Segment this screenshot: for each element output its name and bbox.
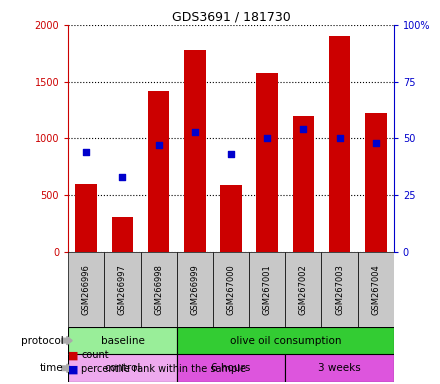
- Text: percentile rank within the sample: percentile rank within the sample: [81, 364, 246, 374]
- Title: GDS3691 / 181730: GDS3691 / 181730: [172, 11, 290, 24]
- Text: control: control: [104, 363, 141, 373]
- Text: GSM267004: GSM267004: [371, 264, 380, 315]
- Bar: [68, 354, 177, 382]
- Text: GSM267003: GSM267003: [335, 264, 344, 315]
- Bar: [329, 36, 350, 252]
- Text: ■: ■: [68, 364, 79, 374]
- Text: 6 hours: 6 hours: [211, 363, 251, 373]
- Point: [372, 140, 379, 146]
- Bar: [177, 252, 213, 327]
- Text: time: time: [40, 363, 64, 373]
- Text: GSM267000: GSM267000: [227, 264, 235, 315]
- Text: GSM266998: GSM266998: [154, 264, 163, 315]
- Bar: [68, 327, 177, 354]
- Bar: [249, 252, 285, 327]
- Bar: [257, 73, 278, 252]
- Bar: [293, 116, 314, 252]
- Bar: [177, 354, 285, 382]
- Text: 3 weeks: 3 weeks: [318, 363, 361, 373]
- Point: [264, 136, 271, 142]
- Bar: [148, 91, 169, 252]
- Bar: [140, 252, 177, 327]
- Bar: [213, 252, 249, 327]
- Text: count: count: [81, 350, 109, 360]
- Text: GSM266999: GSM266999: [191, 264, 199, 315]
- Bar: [322, 252, 358, 327]
- Bar: [285, 252, 322, 327]
- Bar: [220, 185, 242, 252]
- Point: [119, 174, 126, 180]
- Bar: [177, 327, 394, 354]
- Bar: [104, 252, 140, 327]
- Point: [300, 126, 307, 132]
- Bar: [365, 113, 387, 252]
- Point: [83, 149, 90, 155]
- Bar: [75, 184, 97, 252]
- Point: [227, 151, 235, 157]
- Text: baseline: baseline: [100, 336, 144, 346]
- Text: GSM266997: GSM266997: [118, 264, 127, 315]
- Point: [191, 129, 198, 135]
- Text: GSM267002: GSM267002: [299, 264, 308, 315]
- Text: olive oil consumption: olive oil consumption: [230, 336, 341, 346]
- Text: GSM267001: GSM267001: [263, 264, 271, 315]
- Text: protocol: protocol: [21, 336, 64, 346]
- Point: [336, 136, 343, 142]
- Text: GSM266996: GSM266996: [82, 264, 91, 315]
- Bar: [184, 50, 205, 252]
- Point: [155, 142, 162, 148]
- Bar: [112, 217, 133, 252]
- Text: ■: ■: [68, 350, 79, 360]
- Bar: [358, 252, 394, 327]
- Bar: [285, 354, 394, 382]
- Bar: [68, 252, 104, 327]
